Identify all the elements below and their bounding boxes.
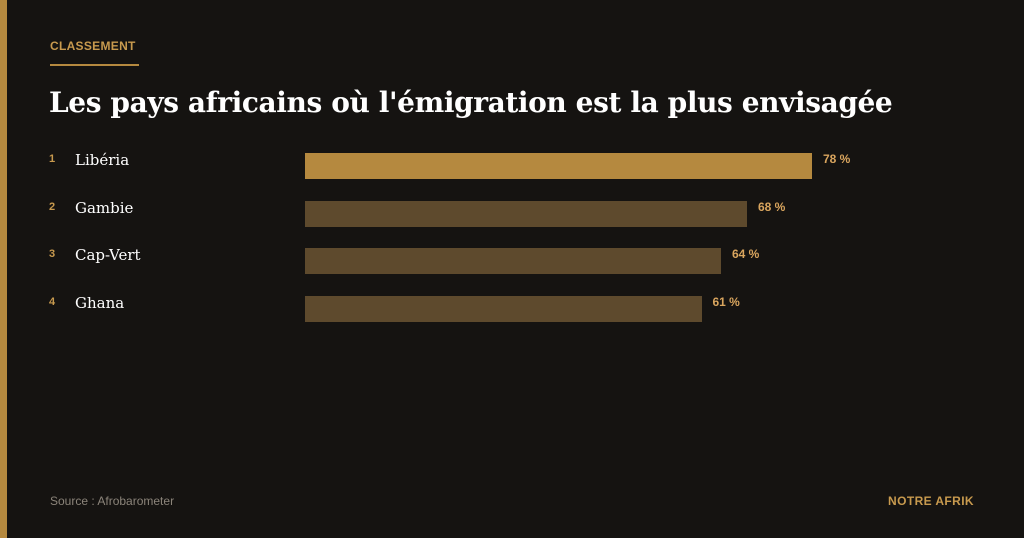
section-eyebrow: CLASSEMENT [50, 39, 136, 53]
country-label: Gambie [75, 198, 134, 217]
bar-lib-ria [305, 153, 812, 179]
bar-cap-vert [305, 248, 721, 275]
rank-number: 4 [49, 296, 56, 309]
value-label: 61 % [712, 295, 740, 310]
bar-ghana [305, 296, 702, 323]
eyebrow-underline [50, 64, 139, 66]
bar-gambie [305, 200, 747, 227]
chart-title: Les pays africains où l'émigration est l… [49, 86, 893, 119]
left-accent-bar [0, 0, 7, 538]
value-label: 64 % [732, 247, 760, 262]
country-label: Libéria [75, 151, 130, 169]
country-label: Cap-Vert [75, 246, 141, 265]
brand-logo-text: NOTRE AFRIK [888, 494, 974, 508]
rank-number: 3 [49, 248, 56, 261]
country-label: Ghana [75, 294, 125, 313]
value-label: 78 % [823, 152, 851, 166]
rank-number: 2 [49, 200, 56, 213]
value-label: 68 % [758, 199, 786, 214]
rank-number: 1 [49, 153, 56, 165]
source-note: Source : Afrobarometer [50, 494, 175, 508]
